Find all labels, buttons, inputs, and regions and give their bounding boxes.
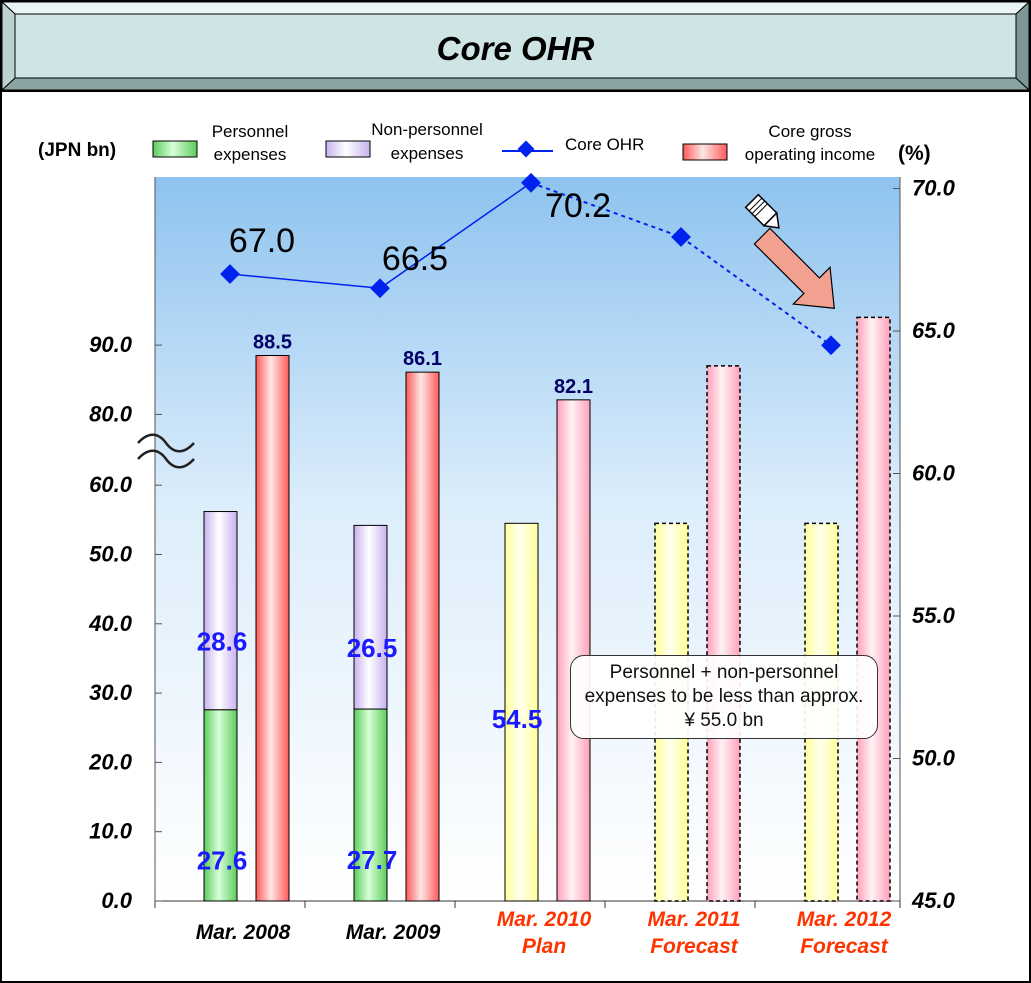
bar-labels: 27.6 28.6 88.5 27.7 26.5 86.1 54.5 82.1	[197, 331, 593, 875]
left-tick-label: 80.0	[89, 401, 133, 426]
legend-label-nonpersonnel-2: expenses	[391, 144, 464, 163]
label-nonpersonnel-expenses: 28.6	[197, 627, 248, 657]
left-axis-unit: (JPN bn)	[38, 140, 116, 161]
left-tick-label: 40.0	[88, 611, 133, 636]
right-tick-label: 65.0	[912, 318, 956, 343]
ohr-point	[370, 278, 390, 299]
ohr-point	[821, 335, 841, 356]
right-tick-label: 55.0	[912, 603, 956, 628]
left-tick-label: 50.0	[89, 542, 133, 567]
label-core-gross-operating-income: 86.1	[403, 348, 442, 370]
bar-nonpersonnel-expenses	[203, 511, 238, 711]
ohr-line-series: 67.0 66.5 70.2	[220, 172, 841, 356]
right-tick-label: 60.0	[912, 461, 956, 486]
label-nonpersonnel-expenses: 26.5	[347, 633, 398, 663]
right-tick-label: 45.0	[911, 888, 956, 913]
bar-personnel-expenses	[203, 709, 238, 902]
left-tick-label: 30.0	[89, 680, 133, 705]
label-personnel-expenses: 27.7	[347, 845, 398, 875]
legend-label-personnel-1: Personnel	[212, 122, 289, 141]
label-core-gross-operating-income: 88.5	[253, 331, 292, 353]
legend-label-income-1: Core gross	[768, 122, 851, 141]
legend-swatch-nonpersonnel	[325, 140, 371, 158]
bars	[203, 316, 891, 902]
category-label: Mar. 2012	[797, 908, 892, 931]
legend-marker-ohr	[517, 140, 535, 158]
expense-target-callout: Personnel + non-personnel expenses to be…	[570, 655, 878, 739]
right-axis-unit: (%)	[898, 142, 931, 165]
left-tick-label: 10.0	[89, 819, 133, 844]
bar-total-expenses	[504, 522, 539, 902]
legend-swatch-personnel	[152, 140, 198, 158]
x-axis-ticks	[154, 901, 901, 908]
category-label: Mar. 2009	[346, 921, 441, 944]
legend-label-nonpersonnel-1: Non-personnel	[371, 120, 483, 139]
category-label: Plan	[522, 935, 566, 958]
ohr-value-label: 67.0	[229, 222, 295, 260]
category-label: Forecast	[650, 935, 739, 958]
label-personnel-expenses: 27.6	[197, 845, 248, 875]
ohr-value-label: 70.2	[545, 187, 611, 225]
left-tick-label: 20.0	[88, 749, 133, 774]
header-bar	[14, 13, 1017, 79]
category-label: Mar. 2008	[196, 921, 291, 944]
pencil-icon	[744, 193, 780, 229]
legend-label-personnel-2: expenses	[214, 145, 287, 164]
bar-core-gross-operating-income	[405, 371, 440, 902]
trend-arrow-icon	[753, 227, 835, 309]
right-axis-ticks: 45.0 50.0 55.0 60.0 65.0 70.0	[893, 176, 956, 913]
bar-nonpersonnel-expenses	[353, 524, 388, 710]
legend-label-income-2: operating income	[745, 145, 875, 164]
category-labels: Mar. 2008 Mar. 2009 Mar. 2010 Plan Mar. 2011…	[196, 908, 892, 958]
axis-break-symbol	[137, 433, 195, 469]
ohr-value-label: 66.5	[382, 240, 448, 278]
left-tick-label: 60.0	[89, 472, 133, 497]
legend-swatch-income	[682, 143, 728, 161]
ohr-point	[220, 264, 240, 284]
bar-core-gross-operating-income	[856, 316, 891, 902]
category-label: Forecast	[800, 935, 889, 958]
right-tick-label: 50.0	[912, 746, 956, 771]
left-tick-label: 90.0	[89, 332, 133, 357]
bar-core-gross-operating-income	[556, 399, 591, 902]
chart-title: Core OHR	[437, 30, 595, 67]
left-tick-label: 0.0	[101, 888, 132, 913]
legend: (JPN bn) Personnel expenses Non-personne…	[38, 120, 931, 165]
legend-label-ohr: Core OHR	[565, 135, 644, 154]
category-label: Mar. 2011	[647, 908, 740, 931]
label-total-expenses: 54.5	[492, 704, 543, 734]
category-label: Mar. 2010	[497, 908, 592, 931]
label-core-gross-operating-income: 82.1	[554, 376, 593, 398]
ohr-line-forecast	[530, 181, 832, 347]
right-tick-label: 70.0	[912, 176, 956, 201]
bar-personnel-expenses	[353, 708, 388, 902]
left-axis-ticks: 0.0 10.0 20.0 30.0 40.0 50.0 60.0 80.0 90.0	[88, 332, 162, 913]
bar-core-gross-operating-income	[255, 354, 290, 902]
bar-core-gross-operating-income	[706, 365, 741, 902]
